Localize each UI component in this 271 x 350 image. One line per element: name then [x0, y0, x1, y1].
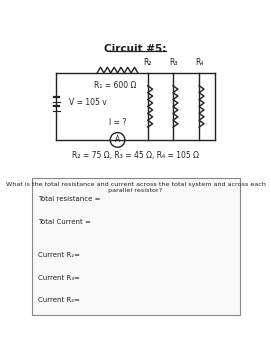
Text: R₁ = 600 Ω: R₁ = 600 Ω [94, 81, 136, 90]
Text: What is the total resistance and current across the total system and across each: What is the total resistance and current… [5, 182, 265, 193]
Text: V = 105 v: V = 105 v [69, 98, 106, 107]
Text: R₂ = 75 Ω, R₃ = 45 Ω, R₄ = 105 Ω: R₂ = 75 Ω, R₃ = 45 Ω, R₄ = 105 Ω [72, 151, 199, 160]
Text: Total Current =: Total Current = [38, 219, 91, 225]
Text: Current R₄=: Current R₄= [38, 296, 80, 303]
Text: Current R₃=: Current R₃= [38, 274, 80, 281]
Text: R₂: R₂ [143, 58, 152, 67]
Text: I = ?: I = ? [109, 118, 126, 127]
Bar [32, 178, 240, 315]
Text: Total resistance =: Total resistance = [38, 196, 101, 202]
Text: Circuit #5:: Circuit #5: [104, 44, 167, 54]
Text: R₄: R₄ [195, 58, 203, 67]
Text: R₃: R₃ [169, 58, 177, 67]
Text: Current R₂=: Current R₂= [38, 252, 80, 258]
Text: A: A [115, 135, 120, 145]
